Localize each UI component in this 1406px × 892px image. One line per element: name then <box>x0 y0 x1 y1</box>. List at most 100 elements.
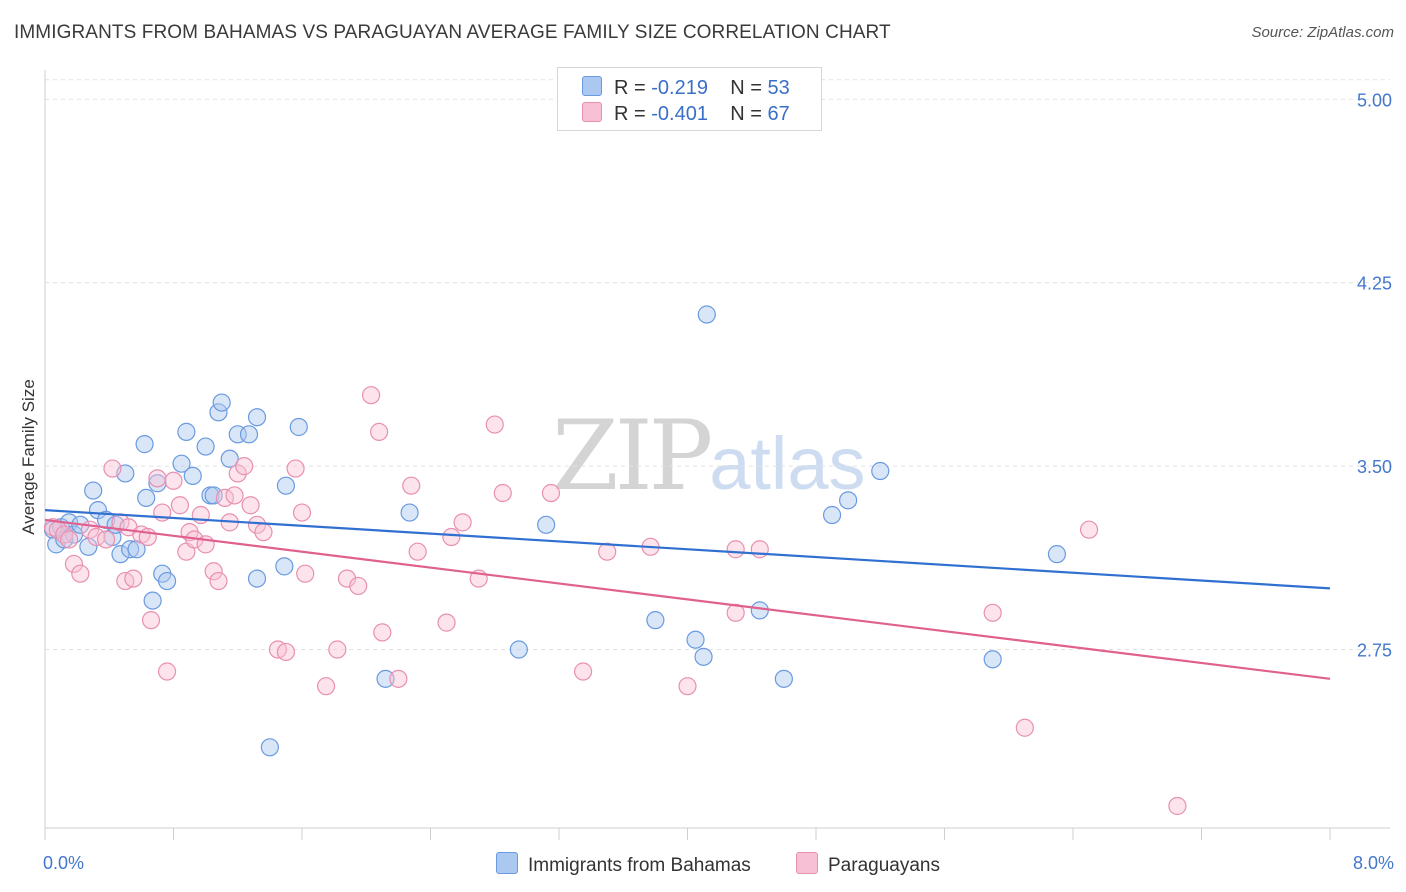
point-bahamas <box>537 515 556 534</box>
point-paraguayans <box>337 569 357 588</box>
point-paraguayans <box>64 554 84 574</box>
trend-lines <box>44 509 1331 680</box>
point-paraguayans <box>71 564 90 583</box>
point-bahamas <box>204 486 223 505</box>
point-paraguayans <box>1015 718 1034 737</box>
legend-n-value: 53 <box>767 77 790 99</box>
y-tick-label: 4.25 <box>1357 274 1392 294</box>
legend-r-value: -0.219 <box>651 77 708 99</box>
trend-line-paraguayans <box>44 518 1331 680</box>
point-bahamas <box>172 454 191 473</box>
point-paraguayans <box>389 669 408 688</box>
bottom-legend-swatch-bahamas <box>496 852 518 874</box>
legend-swatch-bahamas <box>582 76 602 96</box>
point-bahamas <box>750 601 769 620</box>
point-bahamas <box>983 650 1002 669</box>
point-bahamas <box>275 557 294 576</box>
point-paraguayans <box>296 564 315 583</box>
point-paraguayans <box>141 611 161 630</box>
legend-n-label: N = <box>730 77 762 99</box>
point-paraguayans <box>408 542 427 561</box>
point-bahamas <box>1047 545 1067 564</box>
point-paraguayans <box>493 483 512 503</box>
point-paraguayans <box>204 562 223 581</box>
legend-r-label: R = <box>614 103 646 125</box>
point-bahamas <box>376 669 395 688</box>
point-bahamas <box>157 571 177 591</box>
point-paraguayans <box>598 542 617 561</box>
point-paraguayans <box>103 459 122 478</box>
point-paraguayans <box>437 613 456 632</box>
point-paraguayans <box>373 623 392 642</box>
x-tick-label-max: 8.0% <box>1353 853 1394 873</box>
point-bahamas <box>127 540 146 559</box>
legend-swatch-paraguayans <box>582 102 602 122</box>
axes <box>44 70 1390 840</box>
point-bahamas <box>276 476 296 495</box>
point-paraguayans <box>678 677 697 696</box>
point-paraguayans <box>402 476 421 495</box>
point-paraguayans <box>241 496 260 515</box>
y-tick-label: 3.50 <box>1357 457 1392 477</box>
point-paraguayans <box>1079 520 1099 539</box>
point-bahamas <box>247 408 267 427</box>
point-bahamas <box>697 305 716 324</box>
point-bahamas <box>400 503 419 522</box>
bottom-legend-label-bahamas: Immigrants from Bahamas <box>528 855 751 876</box>
point-paraguayans <box>254 523 273 542</box>
stats-legend: R = -0.219 N = 53 R = -0.401 N = 67 <box>557 67 822 131</box>
point-bahamas <box>871 461 890 481</box>
point-bahamas <box>135 435 154 454</box>
point-bahamas <box>509 640 528 659</box>
point-paraguayans <box>1168 796 1187 816</box>
point-paraguayans <box>148 469 167 488</box>
bottom-legend-paraguayans: Paraguayans <box>796 852 940 877</box>
point-paraguayans <box>370 422 389 441</box>
point-paraguayans <box>485 415 504 434</box>
legend-r-label: R = <box>614 77 646 99</box>
bottom-legend-bahamas: Immigrants from Bahamas <box>496 852 751 877</box>
point-bahamas <box>694 647 713 666</box>
point-paraguayans <box>209 571 228 591</box>
point-paraguayans <box>983 603 1002 622</box>
point-bahamas <box>55 530 74 549</box>
x-tick-label-min: 0.0% <box>43 853 84 873</box>
legend-row-paraguayans: R = -0.401 N = 67 <box>582 102 790 126</box>
point-bahamas <box>839 491 858 510</box>
point-paraguayans <box>276 642 296 662</box>
point-paraguayans <box>573 662 593 681</box>
point-paraguayans <box>235 457 254 476</box>
legend-n-label: N = <box>730 103 762 125</box>
point-paraguayans <box>157 662 177 681</box>
point-bahamas <box>209 403 228 422</box>
chart-title: IMMIGRANTS FROM BAHAMAS VS PARAGUAYAN AV… <box>14 22 891 43</box>
y-tick-label: 5.00 <box>1357 90 1392 110</box>
point-bahamas <box>239 425 259 444</box>
chart-source: Source: ZipAtlas.com <box>1251 24 1394 41</box>
point-paraguayans <box>726 540 745 559</box>
bottom-legend-label-paraguayans: Paraguayans <box>828 855 940 876</box>
data-points <box>43 305 1187 816</box>
watermark: ZIPatlas <box>552 400 866 512</box>
point-paraguayans <box>316 677 336 696</box>
point-paraguayans <box>286 459 305 478</box>
y-axis-title: Average Family Size <box>19 379 38 535</box>
point-bahamas <box>247 569 267 588</box>
trend-line-bahamas <box>44 509 1331 590</box>
point-bahamas <box>289 417 308 437</box>
bottom-legend-swatch-paraguayans <box>796 852 818 874</box>
point-bahamas <box>143 591 162 610</box>
point-paraguayans <box>170 496 190 515</box>
legend-n-value: 67 <box>767 103 790 125</box>
legend-row-bahamas: R = -0.219 N = 53 <box>582 76 790 100</box>
watermark-atlas: atlas <box>709 422 866 505</box>
point-bahamas <box>686 630 705 649</box>
point-paraguayans <box>349 576 368 596</box>
point-bahamas <box>212 393 231 412</box>
point-paraguayans <box>247 515 267 534</box>
point-paraguayans <box>96 530 116 549</box>
point-paraguayans <box>442 527 461 547</box>
point-paraguayans <box>541 483 561 503</box>
grid-lines <box>45 79 1390 651</box>
